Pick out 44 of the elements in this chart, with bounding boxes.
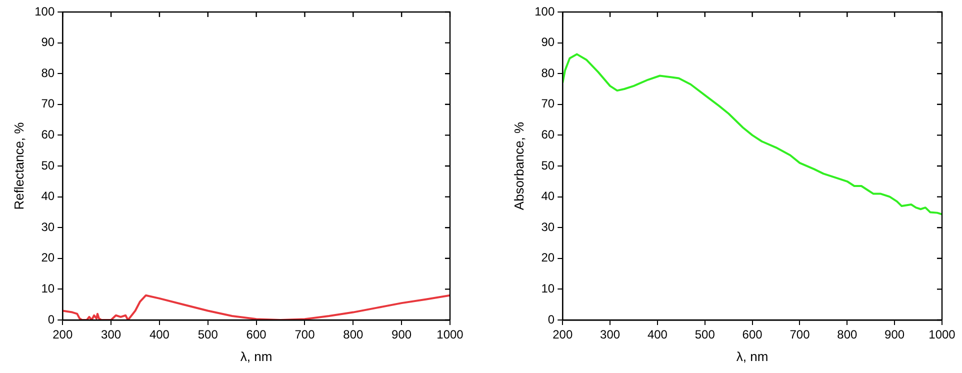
x-tick-label: 300 xyxy=(600,328,620,342)
y-tick-label: 20 xyxy=(41,250,55,265)
y-axis-title: Absorbance, % xyxy=(511,121,526,210)
y-axis-title: Reflectance, % xyxy=(11,122,26,210)
y-tick-label: 30 xyxy=(41,220,55,234)
x-tick-label: 200 xyxy=(52,328,73,342)
x-axis-title: λ, nm xyxy=(736,348,768,364)
y-tick-label: 40 xyxy=(541,189,555,204)
x-tick-label: 200 xyxy=(552,328,573,342)
x-tick-label: 500 xyxy=(694,328,716,342)
y-tick-label: 20 xyxy=(541,250,555,265)
y-tick-label: 90 xyxy=(41,35,55,50)
y-tick-label: 100 xyxy=(534,4,555,18)
y-tick-label: 70 xyxy=(541,96,555,111)
x-tick-label: 300 xyxy=(101,328,122,342)
x-tick-label: 400 xyxy=(149,328,170,342)
y-tick-label: 60 xyxy=(41,128,55,142)
x-axis-title: λ, nm xyxy=(240,348,272,364)
y-tick-label: 10 xyxy=(41,282,55,296)
y-tick-label: 100 xyxy=(34,4,55,18)
x-tick-label: 800 xyxy=(343,328,364,342)
y-tick-label: 10 xyxy=(541,282,555,296)
y-tick-label: 40 xyxy=(41,189,55,204)
x-tick-label: 900 xyxy=(884,328,905,342)
x-tick-label: 900 xyxy=(392,328,412,342)
y-tick-label: 30 xyxy=(541,220,555,234)
x-tick-label: 700 xyxy=(294,328,316,342)
y-tick-label: 90 xyxy=(541,35,555,50)
x-tick-label: 600 xyxy=(742,328,763,342)
y-tick-label: 80 xyxy=(541,66,555,80)
x-tick-label: 500 xyxy=(198,328,218,342)
y-tick-label: 80 xyxy=(41,66,55,80)
y-tick-label: 50 xyxy=(41,158,55,172)
x-tick-label: 600 xyxy=(246,328,267,342)
y-tick-label: 70 xyxy=(41,96,55,111)
y-tick-label: 0 xyxy=(48,312,55,326)
y-tick-label: 0 xyxy=(548,312,555,326)
x-tick-label: 800 xyxy=(837,328,858,342)
x-tick-label: 1000 xyxy=(436,328,464,342)
x-tick-label: 700 xyxy=(790,328,810,342)
x-tick-label: 400 xyxy=(647,328,668,342)
y-tick-label: 50 xyxy=(541,158,555,172)
x-tick-label: 1000 xyxy=(928,328,956,342)
y-tick-label: 60 xyxy=(541,128,555,142)
